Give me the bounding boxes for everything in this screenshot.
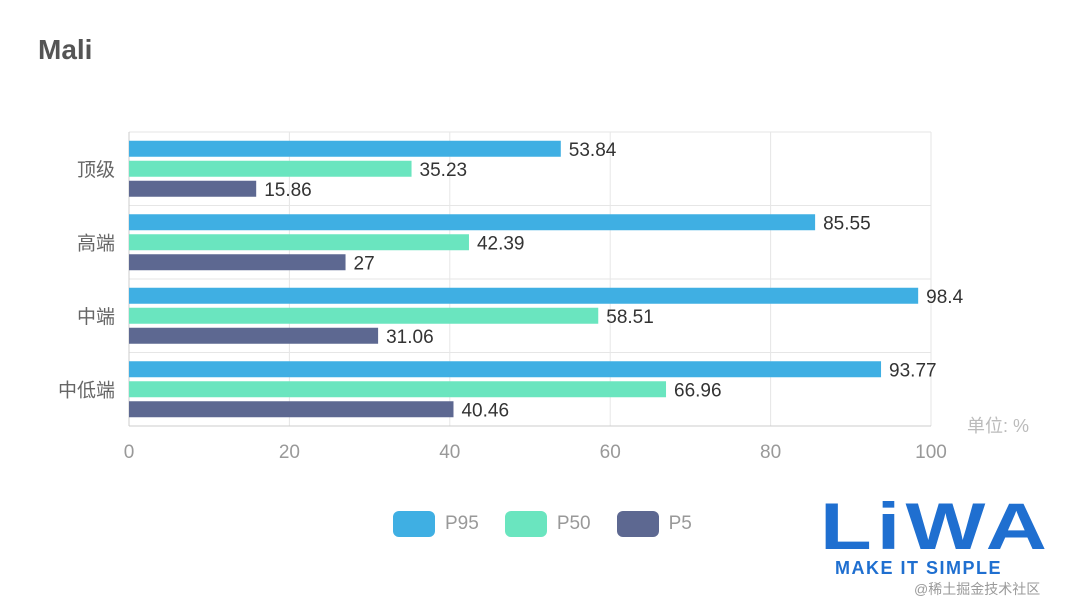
y-tick-label-2: 中端 <box>77 306 115 328</box>
data-label-p95-1: 85.55 <box>823 213 871 234</box>
x-tick-label-80: 80 <box>760 442 781 463</box>
y-tick-label-1: 高端 <box>77 232 115 254</box>
y-tick-label-0: 顶级 <box>77 159 115 181</box>
data-label-p95-0: 53.84 <box>569 140 617 161</box>
data-label-p5-0: 15.86 <box>264 180 312 201</box>
data-label-p50-2: 58.51 <box>606 307 654 328</box>
chart-title: Mali <box>38 34 93 65</box>
bar-p95-1 <box>129 214 816 231</box>
legend-item-p5[interactable]: P5 <box>616 511 692 537</box>
x-tick-label-40: 40 <box>439 442 460 463</box>
x-tick-label-100: 100 <box>915 442 947 463</box>
bar-p95-0 <box>129 140 561 157</box>
bar-p50-0 <box>129 160 412 177</box>
data-label-p50-3: 66.96 <box>674 380 722 401</box>
bar-p95-2 <box>129 287 919 304</box>
bar-p95-3 <box>129 361 882 378</box>
bar-p5-1 <box>129 254 346 271</box>
legend-label-p50: P50 <box>556 513 591 534</box>
bar-p50-1 <box>129 234 469 251</box>
unit-label: 单位: % <box>967 416 1029 436</box>
data-label-p5-2: 31.06 <box>386 327 434 348</box>
legend-swatch-p50 <box>504 511 547 537</box>
y-tick-label-3: 中低端 <box>58 379 115 401</box>
legend-item-p95[interactable]: P95 <box>393 511 479 537</box>
x-tick-label-0: 0 <box>124 442 135 463</box>
legend-label-p95: P95 <box>445 513 479 534</box>
legend-swatch-p95 <box>393 511 435 537</box>
data-label-p95-2: 98.4 <box>926 287 963 308</box>
bar-p5-0 <box>129 180 257 197</box>
bar-p50-3 <box>129 381 667 398</box>
data-label-p50-0: 35.23 <box>420 160 468 181</box>
data-label-p5-3: 40.46 <box>461 400 509 421</box>
legend-swatch-p5 <box>616 511 659 537</box>
bar-p5-2 <box>129 327 379 344</box>
data-label-p50-1: 42.39 <box>477 233 525 254</box>
legend-label-p5: P5 <box>668 513 692 534</box>
watermark: @稀土掘金技术社区 <box>914 581 1041 597</box>
logo-wordmark: LiWA <box>820 495 1052 555</box>
legend-item-p50[interactable]: P50 <box>504 511 591 537</box>
data-label-p5-1: 27 <box>354 253 375 274</box>
data-label-p95-3: 93.77 <box>889 360 937 381</box>
liwa-logo: LiWA <box>820 495 1052 555</box>
bar-p50-2 <box>129 307 599 324</box>
bar-p5-3 <box>129 401 454 418</box>
x-tick-label-20: 20 <box>279 442 300 463</box>
legend: P95 P50 P5 <box>393 511 692 537</box>
logo-tagline: MAKE IT SIMPLE <box>835 558 1003 578</box>
x-tick-label-60: 60 <box>600 442 621 463</box>
